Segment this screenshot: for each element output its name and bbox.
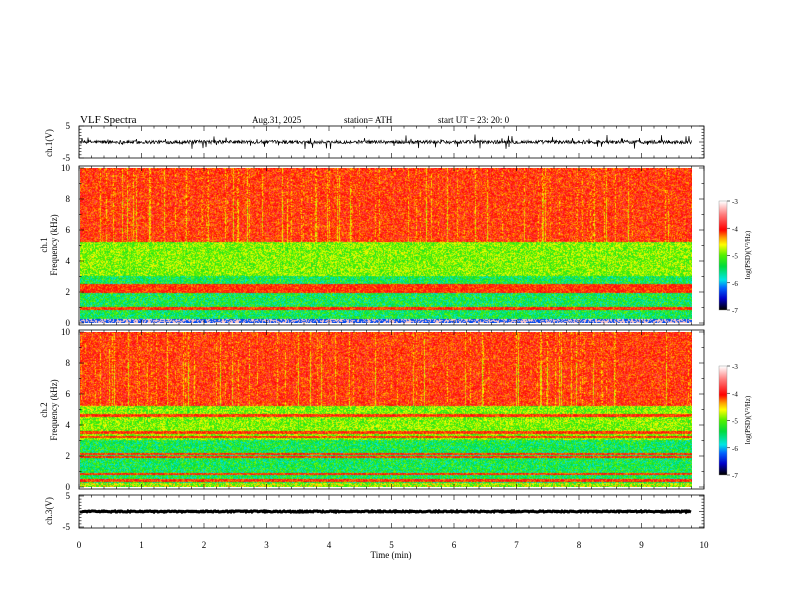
ch1-ylabel: ch.1(V)	[44, 129, 54, 157]
colorbar-frame	[718, 365, 728, 476]
x-tick-label: 9	[639, 540, 644, 550]
y-tick-label: 4	[66, 256, 71, 266]
x-tick-label: 5	[389, 540, 394, 550]
y-tick-label: 10	[61, 163, 71, 173]
x-tick-label: 8	[577, 540, 582, 550]
panel-frame-2	[78, 329, 705, 490]
colorbar-tick-label: -5	[732, 253, 738, 261]
colorbar-tick-label: -3	[732, 363, 738, 371]
x-tick-label: 6	[452, 540, 457, 550]
date-label: Aug.31, 2025	[252, 115, 302, 125]
ch2-spec-ylabel-1: ch.2	[39, 402, 49, 417]
y-tick-label: 10	[61, 327, 71, 337]
x-axis-label: Time (min)	[371, 550, 412, 560]
colorbar-tick-label: -6	[732, 280, 738, 288]
panel-frame-1	[78, 165, 705, 326]
colorbar-tick-label: -4	[732, 390, 738, 398]
colorbar-tick-label: -5	[732, 418, 738, 426]
ch2-spectrogram	[80, 332, 692, 487]
y-tick-label: 8	[66, 194, 71, 204]
colorbar-tick-label: -7	[732, 307, 738, 315]
colorbar-tick-label: -6	[732, 445, 738, 453]
ch1-colorbar	[719, 201, 727, 310]
y-tick-label: 5	[66, 491, 71, 501]
start-ut-label: start UT = 23: 20: 0	[438, 115, 510, 125]
ch1-spec-ylabel-2: Frequency (kHz)	[49, 214, 59, 275]
y-tick-label: -5	[63, 522, 71, 532]
x-tick-label: 3	[264, 540, 269, 550]
y-tick-label: 0	[66, 318, 71, 328]
ch2-colorbar-label: log(PSD)(V²/Hz)	[744, 395, 752, 444]
x-tick-label: 4	[327, 540, 332, 550]
y-tick-label: 6	[66, 225, 71, 235]
figure-title: VLF Spectra	[80, 114, 137, 126]
x-tick-label: 2	[202, 540, 207, 550]
y-tick-label: 2	[66, 451, 71, 461]
colorbar-frame	[718, 200, 728, 311]
y-tick-label: -5	[63, 153, 71, 163]
ch2-spec-ylabel-2: Frequency (kHz)	[49, 379, 59, 440]
ch3-ylabel: ch.3(V)	[44, 497, 54, 525]
ch2-colorbar	[719, 366, 727, 475]
y-tick-label: 6	[66, 389, 71, 399]
y-tick-label: 0	[66, 482, 71, 492]
colorbar-tick-label: -4	[732, 225, 738, 233]
ch1-spec-ylabel-1: ch.1	[39, 237, 49, 252]
y-tick-label: 4	[66, 420, 71, 430]
y-tick-label: 8	[66, 358, 71, 368]
x-tick-label: 7	[514, 540, 519, 550]
x-tick-label: 0	[77, 540, 82, 550]
ch1-waveform-line	[79, 134, 692, 150]
x-tick-label: 1	[139, 540, 144, 550]
colorbar-tick-label: -7	[732, 472, 738, 480]
station-label: station= ATH	[344, 115, 393, 125]
ch1-colorbar-label: log(PSD)(V²/Hz)	[744, 230, 752, 279]
ch3-waveform-line	[79, 508, 692, 515]
x-tick-label: 10	[700, 540, 710, 550]
colorbar-tick-label: -3	[732, 198, 738, 206]
y-tick-label: 2	[66, 287, 71, 297]
y-tick-label: 5	[66, 121, 71, 131]
ch1-spectrogram	[80, 168, 692, 323]
